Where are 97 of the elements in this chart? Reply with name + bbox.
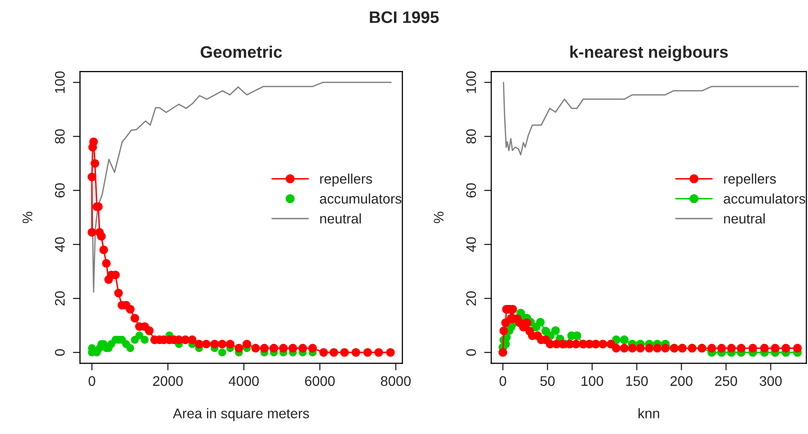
point: [234, 344, 244, 352]
y-tick-label: 60: [466, 183, 476, 198]
point: [612, 344, 621, 352]
point: [498, 348, 508, 357]
point: [374, 348, 384, 357]
point: [188, 335, 197, 344]
x-tick-label: 0: [88, 376, 96, 386]
point: [620, 335, 629, 344]
x-tick-label: 6000: [305, 376, 335, 386]
y-tick-label: 100: [466, 71, 476, 93]
x-axis-title: knn: [638, 408, 660, 418]
x-tick-label: 50: [540, 376, 555, 386]
line-series: [502, 82, 799, 156]
point: [97, 232, 106, 241]
point: [748, 344, 758, 352]
point: [620, 344, 629, 352]
y-tick-label: 20: [54, 291, 65, 306]
point: [99, 246, 108, 254]
y-tick-label: 40: [466, 237, 476, 252]
point: [352, 348, 360, 357]
legend-label: accumulators: [320, 193, 402, 204]
point: [218, 340, 227, 348]
point: [279, 344, 288, 352]
x-tick-label: 200: [670, 376, 692, 386]
x-tick-label: 250: [715, 376, 738, 386]
chart-subtitle: Geometric: [200, 46, 282, 58]
point: [88, 172, 96, 182]
point: [126, 344, 134, 352]
point: [88, 228, 96, 237]
point: [628, 344, 637, 352]
point: [308, 344, 317, 352]
point: [363, 348, 372, 357]
point: [644, 344, 654, 352]
point: [652, 344, 662, 352]
point: [499, 326, 508, 336]
point: [89, 137, 98, 146]
x-tick-label: 8000: [380, 376, 411, 386]
legend-label: neutral: [320, 213, 361, 224]
y-tick-label: 100: [54, 71, 65, 93]
y-tick-label: 0: [466, 349, 476, 356]
point: [126, 304, 135, 314]
point: [636, 344, 645, 352]
point: [736, 344, 746, 352]
chart-title: BCI 1995: [370, 11, 439, 24]
legend-label: repellers: [320, 174, 372, 187]
point: [202, 340, 211, 348]
y-tick-label: 80: [466, 129, 476, 144]
legend-label: accumulators: [724, 193, 806, 204]
point: [551, 326, 560, 335]
y-tick-label: 20: [466, 291, 476, 306]
y-axis-title: %: [22, 212, 32, 224]
x-tick-label: 150: [626, 376, 648, 386]
legend-label: neutral: [724, 213, 765, 224]
point: [218, 348, 226, 356]
point: [330, 348, 338, 357]
point: [793, 344, 802, 352]
point: [260, 344, 269, 352]
point: [717, 344, 726, 352]
point: [140, 336, 149, 344]
point: [661, 344, 670, 352]
point: [319, 348, 328, 357]
point: [90, 159, 100, 168]
x-axis-title: Area in square meters: [172, 408, 310, 422]
x-tick-label: 300: [760, 376, 782, 386]
point: [114, 288, 123, 298]
point: [522, 318, 532, 328]
x-tick-label: 100: [582, 376, 604, 386]
point: [226, 340, 235, 348]
y-axis-title: %: [434, 212, 444, 224]
point: [130, 314, 140, 322]
point: [770, 344, 780, 352]
point: [727, 344, 736, 352]
chart-subtitle: k-nearest neigbours: [570, 46, 728, 62]
point: [340, 348, 349, 357]
point: [298, 344, 308, 352]
y-tick-label: 60: [54, 183, 65, 198]
point: [760, 344, 769, 352]
point: [270, 344, 278, 352]
point: [386, 348, 395, 357]
y-tick-label: 80: [54, 129, 65, 144]
y-tick-label: 40: [54, 237, 65, 252]
x-tick-label: 4000: [228, 376, 259, 386]
point: [194, 340, 204, 348]
point: [782, 344, 790, 352]
x-tick-label: 0: [500, 376, 506, 386]
point: [102, 259, 111, 268]
point: [181, 335, 190, 344]
x-tick-label: 2000: [153, 376, 183, 386]
point: [251, 344, 260, 352]
legend-label: repellers: [724, 174, 776, 187]
point: [210, 340, 219, 348]
point: [242, 340, 252, 348]
y-tick-label: 0: [54, 349, 65, 356]
point: [288, 344, 298, 352]
point: [536, 318, 545, 327]
point: [707, 344, 716, 352]
point: [135, 331, 144, 340]
